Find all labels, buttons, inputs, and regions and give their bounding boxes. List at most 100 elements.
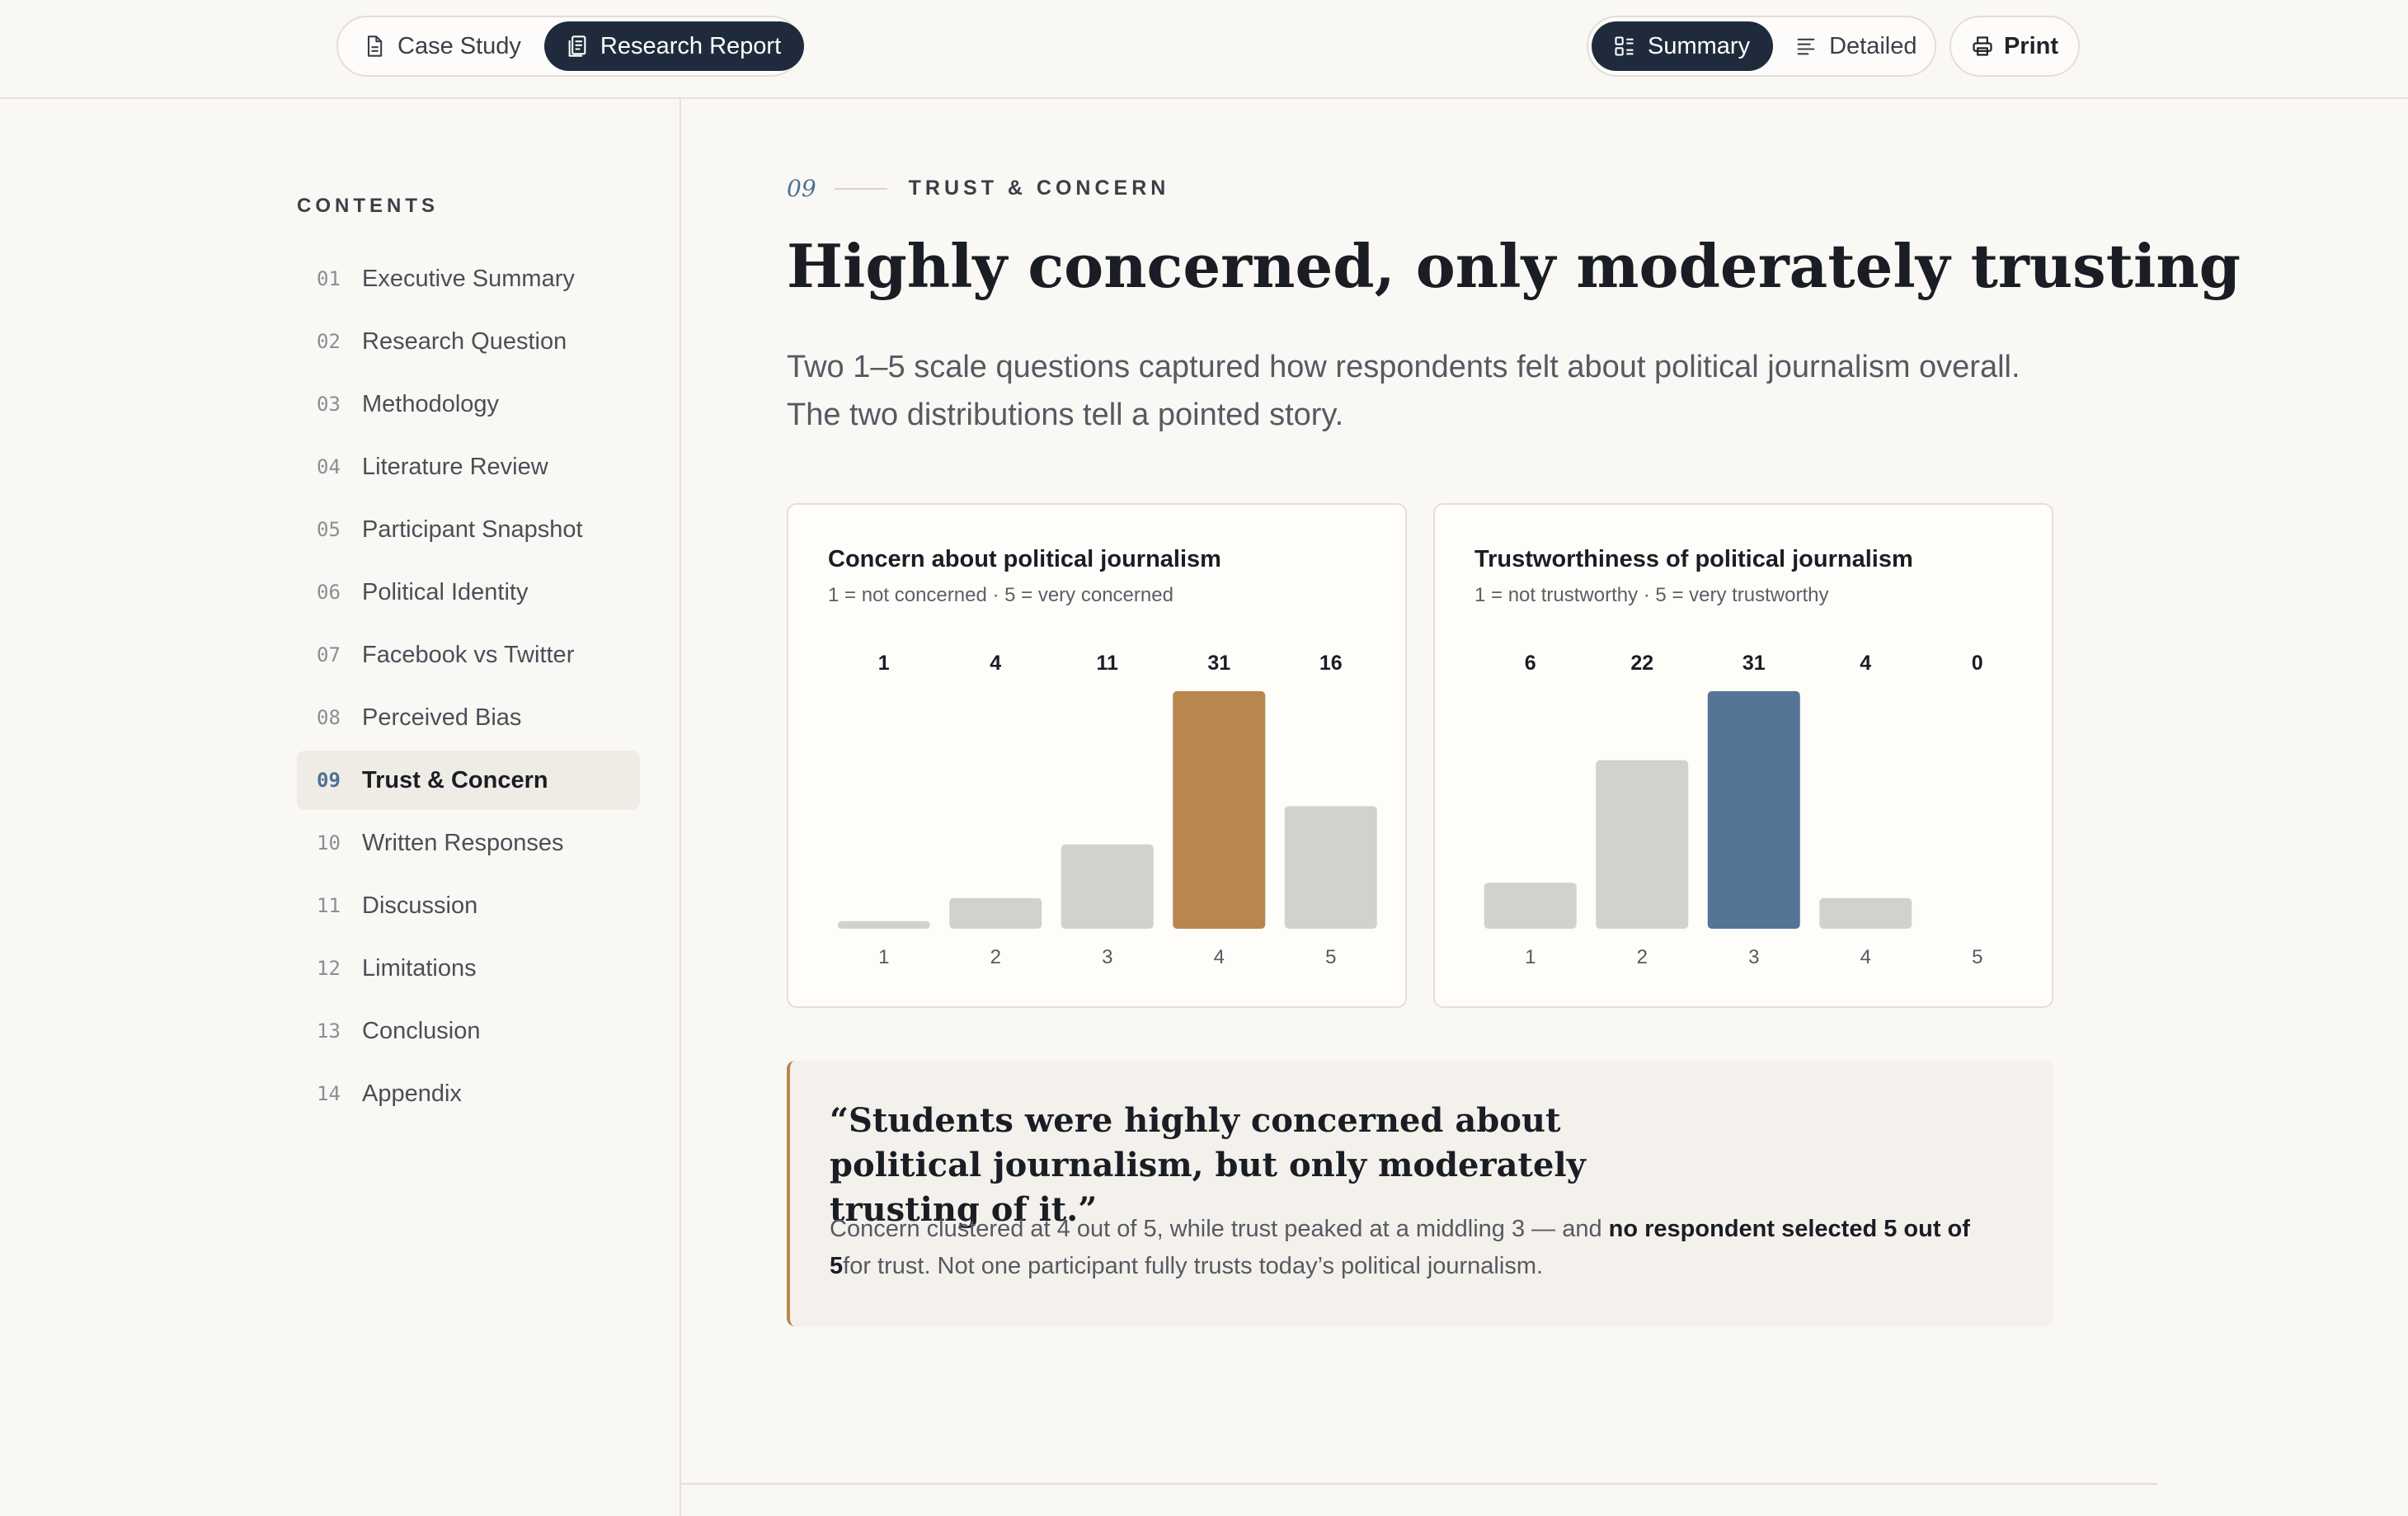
summary-view-button[interactable]: Summary: [1592, 21, 1774, 71]
x-tick-label: 2: [990, 946, 1001, 968]
toc-label: Participant Snapshot: [362, 516, 583, 543]
detailed-view-button[interactable]: Detailed: [1773, 21, 1940, 71]
toc-label: Conclusion: [362, 1017, 481, 1044]
pull-quote: “Students were highly concerned about po…: [830, 1101, 1586, 1229]
toc-number: 13: [317, 1019, 341, 1043]
toc-item-appendix[interactable]: 14 Appendix: [297, 1064, 640, 1123]
bar-2: [1596, 760, 1689, 929]
print-button[interactable]: Print: [1949, 16, 2080, 77]
bar-value-label: 31: [1743, 652, 1766, 675]
x-tick-label: 4: [1214, 946, 1225, 968]
summary-label: Summary: [1648, 32, 1751, 59]
toc-item-limitations[interactable]: 12 Limitations: [297, 939, 640, 998]
bar-value-label: 1: [878, 652, 890, 675]
x-tick-label: 2: [1637, 946, 1648, 968]
toc-number: 03: [317, 393, 341, 416]
toc-number: 05: [317, 518, 341, 541]
toc-number: 01: [317, 267, 341, 290]
view-mode-switch: Summary Detailed: [1587, 16, 1936, 77]
toc-item-methodology[interactable]: 03 Methodology: [297, 374, 640, 434]
toc-item-written-responses[interactable]: 10 Written Responses: [297, 813, 640, 873]
callout-text-end: for trust. Not one participant fully tru…: [843, 1253, 1544, 1279]
bar-2: [949, 897, 1042, 929]
toc-item-research-question[interactable]: 02 Research Question: [297, 312, 640, 371]
section-lead: Two 1–5 scale questions captured how res…: [787, 350, 2020, 432]
toc-number: 08: [317, 706, 341, 729]
detailed-label: Detailed: [1829, 32, 1917, 59]
summary-icon: [1615, 36, 1634, 56]
printer-icon: [1973, 36, 1992, 56]
key-finding-callout: “Students were highly concerned about po…: [787, 1061, 2053, 1326]
x-tick-label: 4: [1860, 946, 1871, 968]
toc-label: Discussion: [362, 892, 478, 919]
toc-label: Executive Summary: [362, 265, 575, 292]
toc-label: Research Question: [362, 327, 567, 355]
report-icon: [568, 35, 586, 57]
chart-subtitle: 1 = not concerned · 5 = very concerned: [828, 584, 1173, 606]
toc-label: Appendix: [362, 1080, 462, 1107]
toc-number: 12: [317, 957, 341, 980]
case-study-tab[interactable]: Case Study: [341, 21, 544, 71]
document-type-switch: Case Study Research Report: [336, 16, 805, 77]
toc-item-literature-review[interactable]: 04 Literature Review: [297, 437, 640, 497]
toc-item-conclusion[interactable]: 13 Conclusion: [297, 1001, 640, 1061]
chart-subtitle: 1 = not trustworthy · 5 = very trustwort…: [1474, 584, 1829, 606]
concern-chart-card: Concern about political journalism 1 = n…: [787, 503, 1407, 1008]
document-icon: [367, 35, 383, 57]
toc-item-discussion[interactable]: 11 Discussion: [297, 876, 640, 935]
section-number: 09: [787, 175, 816, 202]
chart-title: Concern about political journalism: [828, 546, 1221, 572]
x-tick-label: 5: [1972, 946, 1982, 968]
bar-value-label: 11: [1097, 652, 1119, 675]
bar-value-label: 6: [1525, 652, 1536, 675]
toc-number: 10: [317, 831, 341, 855]
x-tick-label: 3: [1748, 946, 1759, 968]
eyebrow-divider: [834, 187, 887, 190]
main-content: 09 TRUST & CONCERN Highly concerned, onl…: [681, 99, 2408, 1516]
top-bar: Case Study Research Report Summary Detai…: [0, 0, 2408, 99]
toc-number: 09: [317, 769, 341, 792]
bar-3: [1061, 844, 1154, 929]
bar-value-label: 4: [1860, 652, 1871, 675]
bar-value-label: 31: [1207, 652, 1230, 675]
research-report-tab[interactable]: Research Report: [543, 21, 805, 71]
toc-item-participant-snapshot[interactable]: 05 Participant Snapshot: [297, 500, 640, 559]
toc-item-executive-summary[interactable]: 01 Executive Summary: [297, 249, 640, 308]
bar-1: [837, 920, 930, 929]
toc-item-political-identity[interactable]: 06 Political Identity: [297, 563, 640, 622]
sidebar: CONTENTS 01 Executive Summary 02 Research …: [0, 99, 681, 1516]
lines-icon: [1797, 38, 1815, 55]
toc-label: Political Identity: [362, 578, 529, 605]
bar-4: [1819, 897, 1912, 929]
bar-4: [1173, 691, 1266, 929]
contents-heading: CONTENTS: [297, 195, 439, 217]
bar-3: [1707, 691, 1800, 929]
toc-number: 11: [317, 894, 341, 917]
x-tick-label: 3: [1102, 946, 1112, 968]
trust-chart-card: Trustworthiness of political journalism …: [1433, 503, 2053, 1008]
toc-number: 06: [317, 581, 341, 604]
section-divider: [681, 1483, 2157, 1485]
bar-value-label: 4: [990, 652, 1001, 675]
section-title: TRUST & CONCERN: [908, 177, 1170, 200]
research-report-label: Research Report: [600, 32, 782, 59]
bar-1: [1484, 883, 1577, 929]
toc-number: 07: [317, 643, 341, 666]
callout-body: Concern clustered at 4 out of 5, while t…: [830, 1211, 2009, 1285]
bar-value-label: 0: [1972, 652, 1983, 675]
table-of-contents: 01 Executive Summary 02 Research Question …: [297, 249, 640, 1127]
toc-label: Trust & Concern: [362, 766, 548, 793]
toc-number: 04: [317, 455, 341, 478]
x-tick-label: 5: [1325, 946, 1336, 968]
toc-label: Limitations: [362, 954, 477, 982]
toc-item-perceived-bias[interactable]: 08 Perceived Bias: [297, 688, 640, 747]
x-tick-label: 1: [878, 946, 889, 968]
case-study-label: Case Study: [397, 32, 521, 59]
toc-item-trust-concern[interactable]: 09 Trust & Concern: [297, 751, 640, 810]
toc-item-facebook-vs-twitter[interactable]: 07 Facebook vs Twitter: [297, 625, 640, 685]
toc-label: Literature Review: [362, 453, 548, 480]
toc-label: Perceived Bias: [362, 704, 522, 731]
page-title: Highly concerned, only moderately trusti…: [787, 231, 2241, 301]
